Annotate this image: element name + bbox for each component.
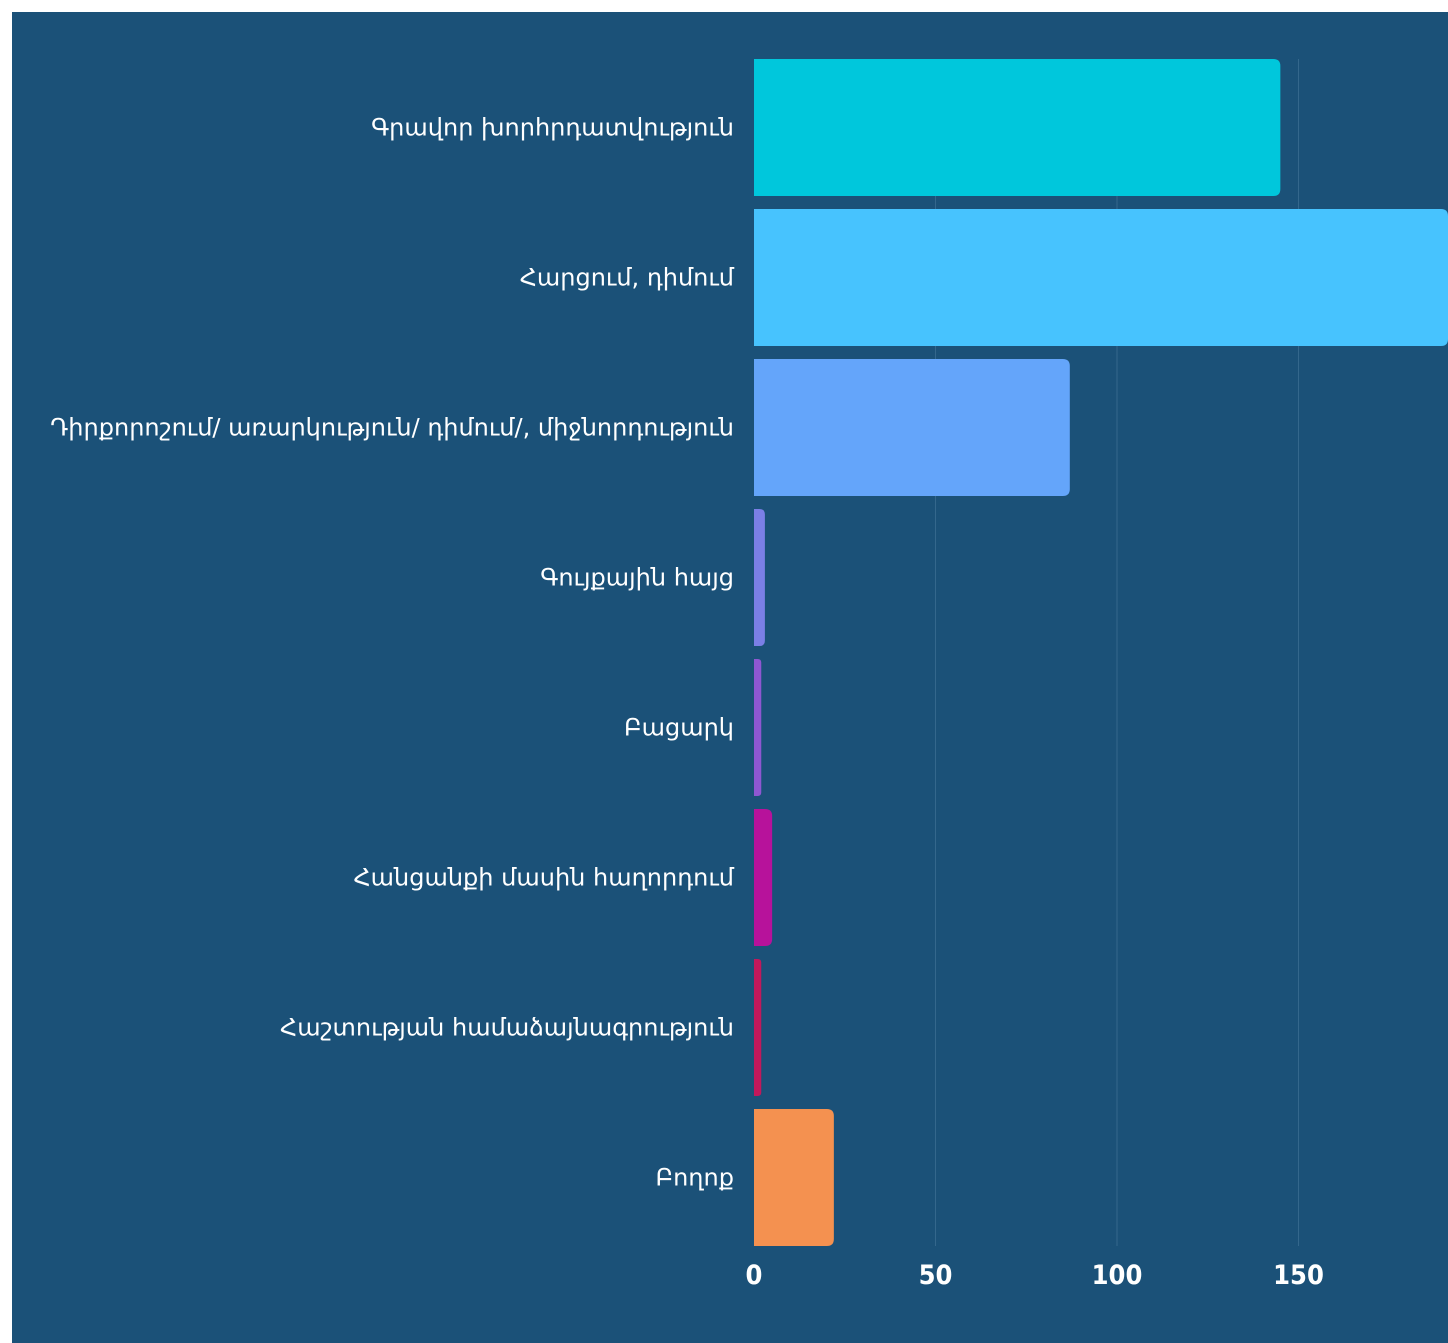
x-tick-label-0: 0 xyxy=(746,1260,763,1291)
category-label-3: Դիրքորոշում/ առարկություն/ դիմում/, միջն… xyxy=(50,414,734,442)
bar-2 xyxy=(754,209,1448,346)
bar-1 xyxy=(754,59,1281,196)
bar-6 xyxy=(754,809,773,946)
bars xyxy=(754,59,1448,1246)
chart-panel: Գրավոր խորհրդատվություն Հարցում, դիմում Դի… xyxy=(12,12,1448,1343)
x-tick-label-50: 50 xyxy=(919,1260,953,1291)
bar-5 xyxy=(754,659,762,796)
category-label-2: Հարցում, դիմում xyxy=(520,264,735,292)
category-label-8: Բողոք xyxy=(656,1164,734,1192)
category-label-1: Գրավոր խորհրդատվություն xyxy=(371,114,734,142)
bar-chart: Գրավոր խորհրդատվություն Հարցում, դիմում Դի… xyxy=(50,59,1448,1291)
bar-3 xyxy=(754,359,1070,496)
bar-8 xyxy=(754,1109,834,1246)
category-label-7: Հաշտության համաձայնագրություն xyxy=(280,1014,734,1042)
category-label-6: Հանցանքի մասին հաղորդում xyxy=(353,864,734,892)
x-tick-label-100: 100 xyxy=(1092,1260,1143,1291)
bar-7 xyxy=(754,959,762,1096)
category-label-5: Բացարկ xyxy=(624,714,734,742)
x-axis-ticks: 0 50 100 150 xyxy=(746,1260,1324,1291)
bar-4 xyxy=(754,509,765,646)
x-tick-label-150: 150 xyxy=(1273,1260,1324,1291)
category-label-4: Գույքային հայց xyxy=(540,564,734,592)
category-labels: Գրավոր խորհրդատվություն Հարցում, դիմում Դի… xyxy=(50,114,735,1192)
